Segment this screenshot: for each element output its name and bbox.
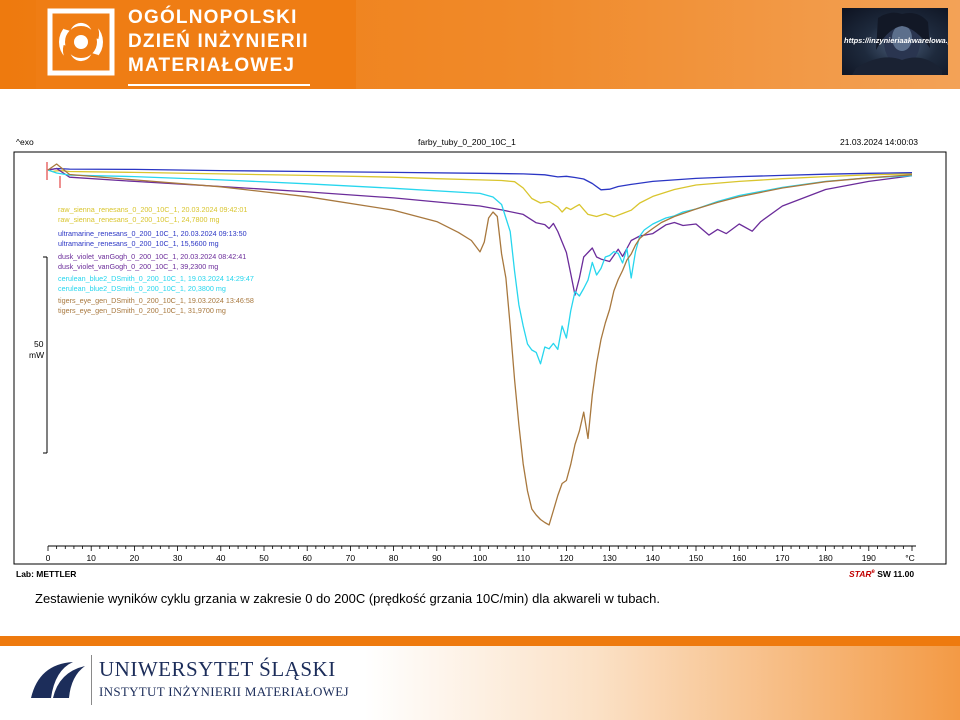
legend-entry-dusk_violet_vanGogh_0_200_10C_1-line-1: dusk_violet_vanGogh_0_200_10C_1, 20.03.2… xyxy=(58,252,246,261)
x-tick-label: 20 xyxy=(130,553,140,563)
university-name: UNIWERSYTET ŚLĄSKI xyxy=(99,657,336,681)
series-line-tigers_eye_gen_DSmith_0_200_10C_1 xyxy=(47,163,913,526)
x-tick-label: 90 xyxy=(432,553,442,563)
footer-area xyxy=(0,646,960,720)
x-tick-label: 130 xyxy=(603,553,617,563)
x-tick-label: 60 xyxy=(302,553,312,563)
legend-entry-cerulean_blue2_DSmith_0_200_10C_1-line-1: cerulean_blue2_DSmith_0_200_10C_1, 19.03… xyxy=(58,274,254,283)
footer-band xyxy=(0,636,960,646)
institute-name: INSTYTUT INŻYNIERII MATERIAŁOWEJ xyxy=(99,684,349,699)
footer-divider xyxy=(91,655,92,705)
x-tick-label: 10 xyxy=(86,553,96,563)
legend-entry-dusk_violet_vanGogh_0_200_10C_1-line-2: dusk_violet_vanGogh_0_200_10C_1, 39,2300… xyxy=(58,262,218,271)
software-brand: STAR xyxy=(849,569,872,579)
legend-entry-tigers_eye_gen_DSmith_0_200_10C_1-line-1: tigers_eye_gen_DSmith_0_200_10C_1, 19.03… xyxy=(58,296,254,305)
x-axis: 0 10 20 30 40 50 60 70 80 90 100 110 120 130 140 150 160… xyxy=(46,545,916,563)
chart-title: farby_tuby_0_200_10C_1 xyxy=(418,137,516,147)
x-tick-label: 40 xyxy=(216,553,226,563)
x-tick-label: 190 xyxy=(862,553,876,563)
legend-entry-ultramarine_renesans_0_200_10C_1-line-1: ultramarine_renesans_0_200_10C_1, 20.03.… xyxy=(58,229,247,238)
university-logo-icon xyxy=(31,662,85,698)
x-tick-label: 160 xyxy=(732,553,746,563)
legend-entry-raw_sienna_renesans_0_200_10C_1-line-2: raw_sienna_renesans_0_200_10C_1, 24,7800… xyxy=(58,215,219,224)
title-underline xyxy=(128,84,310,86)
dsc-chart: raw_sienna_renesans_0_200_10C_1, 20.03.2… xyxy=(13,151,947,565)
legend-entry-cerulean_blue2_DSmith_0_200_10C_1-line-2: cerulean_blue2_DSmith_0_200_10C_1, 20,38… xyxy=(58,284,226,293)
conference-title-line-2: DZIEŃ INŻYNIERII xyxy=(128,31,309,52)
x-tick-label: 80 xyxy=(389,553,399,563)
figure-caption: Zestawienie wyników cyklu grzania w zakr… xyxy=(35,591,661,606)
exo-label: ^exo xyxy=(16,137,34,147)
corner-portrait-image: https://inzynieriaakwarelowa.pl xyxy=(842,8,948,75)
legend-entry-raw_sienna_renesans_0_200_10C_1-line-1: raw_sienna_renesans_0_200_10C_1, 20.03.2… xyxy=(58,205,247,214)
plot-border xyxy=(13,151,947,565)
chart-frame xyxy=(13,151,947,565)
x-tick-label: 110 xyxy=(516,553,530,563)
series-line-dusk_violet_vanGogh_0_200_10C_1 xyxy=(47,167,913,296)
x-tick-label: 70 xyxy=(346,553,356,563)
x-axis-unit: °C xyxy=(905,553,915,563)
lab-label: Lab: METTLER xyxy=(16,569,77,579)
x-tick-label: 30 xyxy=(173,553,183,563)
conference-logo: OGÓLNOPOLSKI DZIEŃ INŻYNIERII MATERIAŁOW… xyxy=(36,0,356,89)
chart-datetime: 21.03.2024 14:00:03 xyxy=(840,137,918,147)
legend-entry-ultramarine_renesans_0_200_10C_1-line-2: ultramarine_renesans_0_200_10C_1, 15,560… xyxy=(58,239,219,248)
x-tick-label: 150 xyxy=(689,553,703,563)
series-line-cerulean_blue2_DSmith_0_200_10C_1 xyxy=(47,169,913,365)
scale-bar-unit: mW xyxy=(29,350,44,360)
software-brand-mark: e xyxy=(871,569,875,575)
chart-legend: raw_sienna_renesans_0_200_10C_1, 20.03.2… xyxy=(58,205,254,315)
software-info: STARe SW 11.00 xyxy=(849,569,914,579)
legend-entry-tigers_eye_gen_DSmith_0_200_10C_1-line-2: tigers_eye_gen_DSmith_0_200_10C_1, 31,97… xyxy=(58,306,226,315)
series-layer xyxy=(47,163,913,526)
x-tick-label: 140 xyxy=(646,553,660,563)
x-tick-label: 50 xyxy=(259,553,269,563)
x-tick-label: 180 xyxy=(819,553,833,563)
software-version: SW 11.00 xyxy=(877,569,915,579)
x-tick-label: 120 xyxy=(559,553,573,563)
series-line-ultramarine_renesans_0_200_10C_1 xyxy=(47,167,913,191)
series-line-raw_sienna_renesans_0_200_10C_1 xyxy=(47,169,913,218)
corner-image-url: https://inzynieriaakwarelowa.pl xyxy=(844,36,948,45)
scale-bar-value: 50 xyxy=(34,339,44,349)
conference-logo-icon xyxy=(47,8,115,76)
conference-title-line-1: OGÓLNOPOLSKI xyxy=(128,7,298,28)
x-tick-label: 0 xyxy=(46,553,51,563)
portrait-figure xyxy=(852,12,942,75)
x-tick-label: 170 xyxy=(775,553,789,563)
x-tick-label: 100 xyxy=(473,553,487,563)
conference-title-line-3: MATERIAŁOWEJ xyxy=(128,55,296,76)
